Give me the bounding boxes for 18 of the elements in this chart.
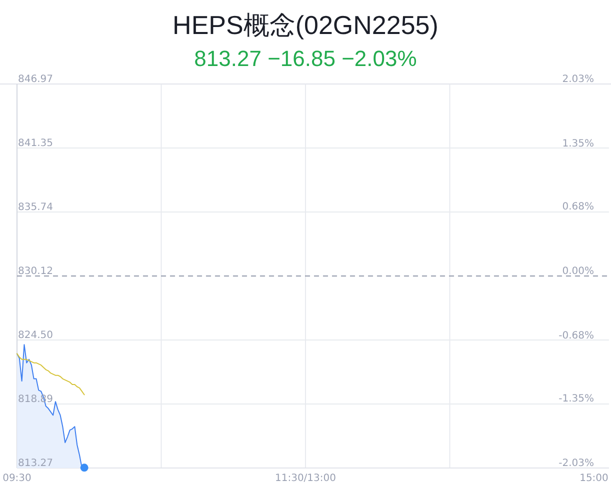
y-tick-label: 813.27 [18, 458, 53, 469]
chart-title: HEPS概念(02GN2255) [172, 10, 438, 40]
y2-tick-label: 1.35% [562, 138, 594, 150]
y2-tick-label: -0.68% [558, 330, 594, 342]
x-tick-label: 09:30 [2, 473, 32, 484]
y-tick-label: 846.97 [18, 74, 53, 85]
chart-subtitle: 813.27 −16.85 −2.03% [194, 46, 417, 71]
y-tick-label: 824.50 [18, 330, 53, 342]
y2-tick-label: -2.03% [558, 458, 594, 469]
x-tick-label: 11:30/13:00 [274, 473, 336, 484]
x-tick-label: 15:00 [580, 473, 608, 484]
y-tick-label: 830.12 [18, 266, 53, 277]
y2-tick-label: -1.35% [558, 394, 594, 405]
y-tick-label: 841.35 [18, 138, 53, 150]
y-tick-label: 835.74 [18, 202, 53, 213]
y2-tick-label: 0.00% [562, 266, 594, 277]
y2-tick-label: 0.68% [562, 202, 594, 213]
y2-tick-label: 2.03% [562, 74, 594, 85]
